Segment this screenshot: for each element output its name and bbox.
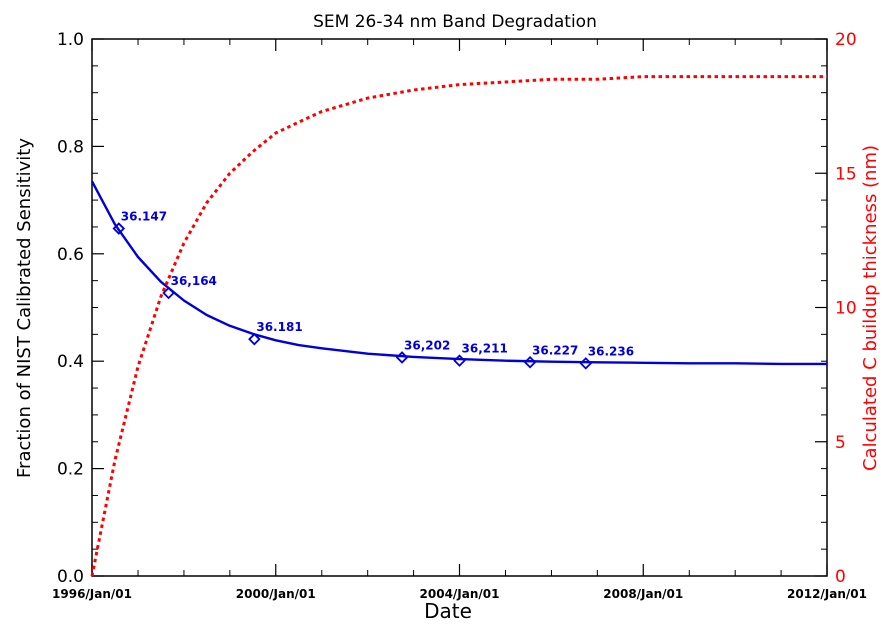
data-point-label: 36,211 bbox=[462, 342, 508, 356]
left-y-tick-labels: 0.0 0.2 0.4 0.6 0.8 1.0 bbox=[57, 30, 84, 587]
data-point-label: 36.147 bbox=[121, 210, 167, 224]
right-y-tick-label: 15 bbox=[835, 164, 857, 184]
left-y-tick-label: 0.6 bbox=[57, 245, 84, 265]
left-y-tick-label: 0.8 bbox=[57, 137, 84, 157]
chart-title: SEM 26-34 nm Band Degradation bbox=[313, 12, 597, 32]
data-point-label: 36.227 bbox=[532, 343, 578, 357]
plot-frame bbox=[91, 38, 828, 577]
data-point-label: 36.236 bbox=[588, 344, 634, 358]
right-y-tick-label: 20 bbox=[835, 30, 857, 50]
left-y-tick-label: 0.2 bbox=[57, 460, 84, 480]
x-axis-label: Date bbox=[424, 599, 472, 623]
data-point-label: 36,164 bbox=[171, 274, 217, 288]
left-y-tick-label: 0.4 bbox=[57, 352, 84, 372]
data-point-marker bbox=[453, 354, 466, 367]
right-y-tick-label: 0 bbox=[835, 567, 846, 587]
x-tick-label: 2008/Jan/01 bbox=[603, 587, 683, 601]
thickness-curve bbox=[90, 75, 827, 577]
left-y-tick-label: 1.0 bbox=[57, 30, 84, 50]
x-tick-label: 2012/Jan/01 bbox=[787, 587, 867, 601]
data-point-marker bbox=[248, 332, 261, 346]
axis-ticks bbox=[91, 38, 828, 577]
x-tick-label: 2004/Jan/01 bbox=[420, 587, 500, 601]
data-points-layer: 36.147 36,164 36.181 36,202 36,211 36.227 36.2… bbox=[112, 210, 634, 370]
x-tick-label: 2000/Jan/01 bbox=[236, 587, 316, 601]
right-y-axis-label: Calculated C buildup thickness (nm) bbox=[860, 145, 881, 471]
right-y-tick-label: 5 bbox=[835, 433, 846, 453]
data-point-label: 36.181 bbox=[256, 320, 302, 334]
left-y-tick-label: 0.0 bbox=[57, 567, 84, 587]
series-layer bbox=[90, 75, 827, 577]
left-y-axis-label: Fraction of NIST Calibrated Sensitivity bbox=[14, 138, 35, 478]
right-y-tick-label: 10 bbox=[835, 299, 857, 319]
x-tick-label: 1996/Jan/01 bbox=[52, 587, 132, 601]
right-y-tick-labels: 0 5 10 15 20 bbox=[835, 30, 857, 587]
x-tick-labels: 1996/Jan/01 2000/Jan/01 2004/Jan/01 2008/Ja… bbox=[52, 587, 867, 601]
data-point-marker bbox=[579, 357, 593, 370]
data-point-label: 36,202 bbox=[404, 338, 450, 352]
data-point-marker bbox=[523, 356, 537, 369]
data-point-marker bbox=[395, 351, 409, 364]
data-point-marker bbox=[162, 286, 175, 300]
data-point-marker bbox=[112, 222, 126, 235]
